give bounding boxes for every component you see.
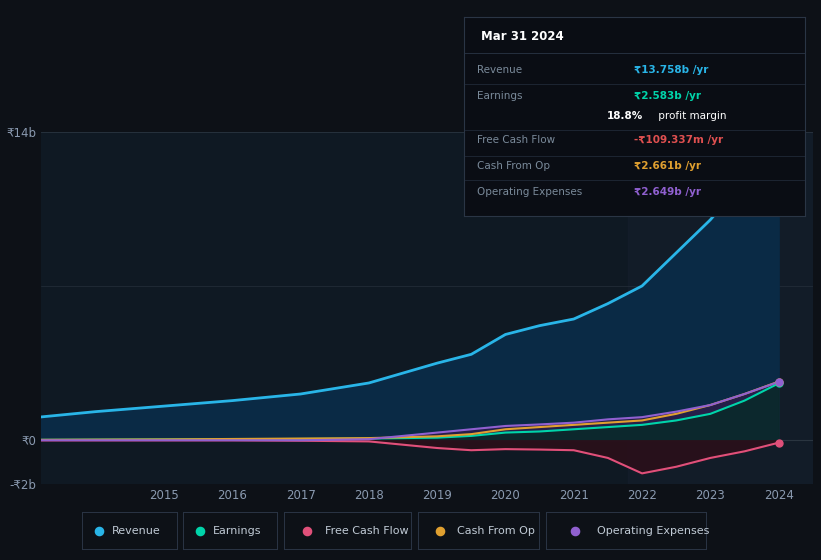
Point bbox=[93, 526, 106, 535]
Text: Operating Expenses: Operating Expenses bbox=[478, 186, 583, 197]
Text: Mar 31 2024: Mar 31 2024 bbox=[481, 30, 564, 43]
Text: Revenue: Revenue bbox=[478, 66, 523, 76]
Bar bbox=[628, 132, 813, 484]
Text: ₹2.649b /yr: ₹2.649b /yr bbox=[635, 186, 701, 197]
Text: Cash From Op: Cash From Op bbox=[456, 526, 534, 535]
Point bbox=[772, 379, 785, 388]
Point bbox=[433, 526, 447, 535]
Text: 18.8%: 18.8% bbox=[607, 111, 643, 121]
Point bbox=[772, 377, 785, 386]
Text: profit margin: profit margin bbox=[654, 111, 726, 121]
Text: ₹13.758b /yr: ₹13.758b /yr bbox=[635, 66, 709, 76]
Text: -₹109.337m /yr: -₹109.337m /yr bbox=[635, 135, 723, 145]
Text: ₹2.583b /yr: ₹2.583b /yr bbox=[635, 91, 701, 101]
Point bbox=[194, 526, 207, 535]
Text: Revenue: Revenue bbox=[112, 526, 161, 535]
Point bbox=[772, 438, 785, 447]
Point bbox=[300, 526, 314, 535]
Point bbox=[772, 377, 785, 386]
Text: Operating Expenses: Operating Expenses bbox=[597, 526, 709, 535]
Text: Free Cash Flow: Free Cash Flow bbox=[325, 526, 408, 535]
Point bbox=[568, 526, 581, 535]
Text: Free Cash Flow: Free Cash Flow bbox=[478, 135, 556, 145]
Text: Earnings: Earnings bbox=[478, 91, 523, 101]
Point bbox=[772, 133, 785, 142]
Text: ₹2.661b /yr: ₹2.661b /yr bbox=[635, 161, 701, 171]
Text: Earnings: Earnings bbox=[213, 526, 262, 535]
Text: Cash From Op: Cash From Op bbox=[478, 161, 551, 171]
